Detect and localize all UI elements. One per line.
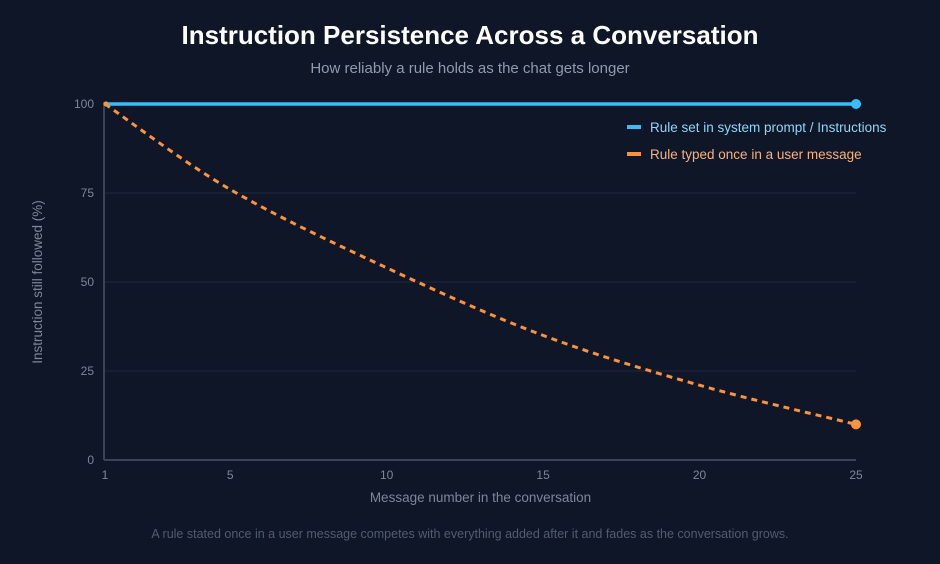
series-lines — [103, 99, 861, 430]
grid-lines — [105, 103, 856, 372]
chart-subtitle: How reliably a rule holds as the chat ge… — [310, 60, 630, 77]
x-tick-label-25: 25 — [849, 468, 863, 482]
y-tick-label-0: 0 — [87, 453, 94, 467]
y-tick-label-100: 100 — [74, 97, 94, 111]
axes — [103, 102, 856, 461]
legend-swatch-user-message — [627, 152, 641, 156]
y-tick-labels: 0 25 50 75 100 — [74, 97, 94, 467]
y-tick-label-75: 75 — [81, 186, 95, 200]
chart-footnote: A rule stated once in a user message com… — [151, 527, 789, 541]
series-line-1 — [104, 102, 857, 426]
legend-label-user-message: Rule typed once in a user message — [650, 147, 862, 162]
x-tick-label-15: 15 — [536, 468, 550, 482]
series-1-start-point — [103, 101, 109, 107]
x-tick-label-5: 5 — [227, 468, 234, 482]
chart-title: Instruction Persistence Across a Convers… — [181, 20, 759, 50]
y-axis-title: Instruction still followed (%) — [30, 200, 45, 364]
series-0-end-point — [851, 99, 861, 109]
x-tick-labels: 1 5 10 15 20 25 — [102, 468, 863, 482]
x-tick-label-10: 10 — [380, 468, 394, 482]
x-tick-label-20: 20 — [693, 468, 707, 482]
x-tick-label-1: 1 — [102, 468, 109, 482]
legend-label-system-prompt: Rule set in system prompt / Instructions — [650, 120, 887, 135]
y-tick-label-50: 50 — [81, 275, 95, 289]
series-1-end-point — [851, 419, 861, 430]
x-axis-title: Message number in the conversation — [370, 490, 591, 505]
legend-swatch-system-prompt — [627, 125, 641, 129]
y-tick-label-25: 25 — [81, 364, 95, 378]
legend: Rule set in system prompt / Instructions… — [627, 120, 887, 162]
